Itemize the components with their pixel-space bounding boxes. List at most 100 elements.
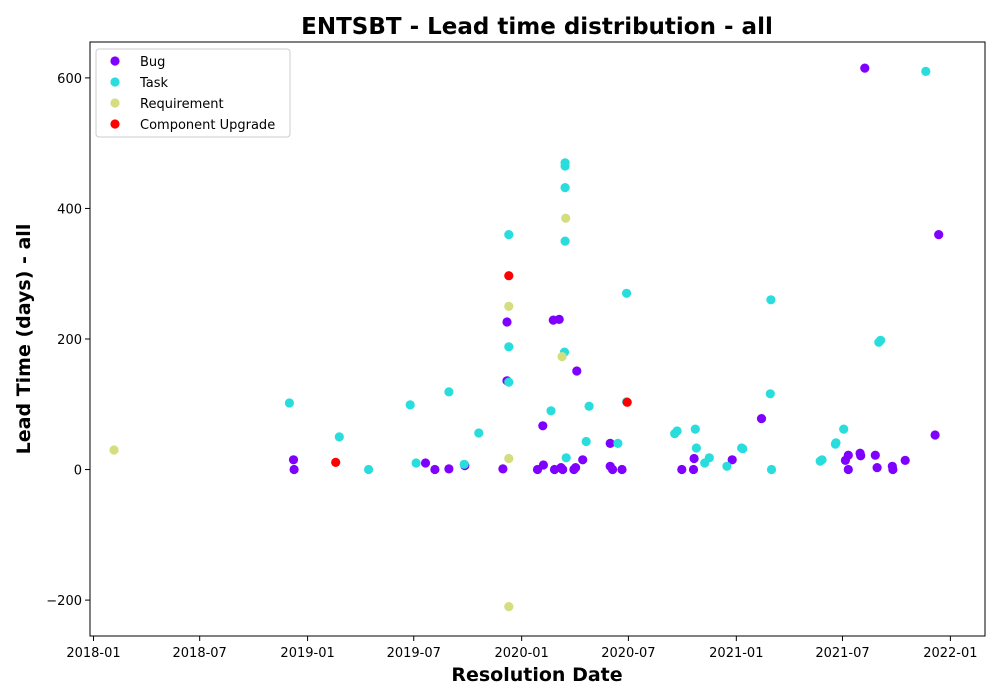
legend-label: Component Upgrade bbox=[140, 118, 275, 133]
point-bug-24 bbox=[617, 464, 627, 475]
point-bug-19 bbox=[572, 366, 582, 376]
x-tick-label: 2021-07 bbox=[815, 646, 869, 661]
point-task-9 bbox=[504, 342, 514, 352]
point-task-20 bbox=[613, 438, 623, 448]
y-tick-label: 0 bbox=[74, 464, 82, 479]
x-tick-label: 2021-01 bbox=[709, 646, 763, 661]
point-task-4 bbox=[411, 458, 421, 468]
point-task-41 bbox=[876, 335, 886, 345]
point-requirement-3 bbox=[504, 602, 514, 612]
point-task-29 bbox=[722, 461, 732, 471]
point-task-11 bbox=[546, 406, 556, 416]
point-bug-11 bbox=[538, 460, 549, 470]
point-task-21 bbox=[622, 288, 632, 298]
point-bug-32 bbox=[843, 464, 853, 475]
points-layer bbox=[109, 63, 944, 612]
point-task-31 bbox=[738, 444, 748, 454]
point-bug-25 bbox=[677, 464, 687, 475]
point-bug-31 bbox=[843, 450, 853, 460]
point-task-2 bbox=[364, 464, 374, 475]
point-task-15 bbox=[560, 236, 570, 246]
point-bug-23 bbox=[608, 464, 618, 475]
legend-marker bbox=[110, 77, 120, 87]
y-tick-label: 400 bbox=[57, 202, 82, 217]
point-bug-18 bbox=[571, 463, 581, 473]
y-axis-ticks: −200 0 200 400 600 bbox=[46, 72, 90, 609]
point-bug-1 bbox=[289, 464, 299, 475]
point-task-33 bbox=[766, 295, 776, 305]
point-bug-14 bbox=[554, 314, 564, 324]
point-component-upgrade-1 bbox=[504, 271, 514, 281]
point-task-26 bbox=[691, 443, 702, 453]
point-task-32 bbox=[765, 389, 775, 399]
point-bug-10 bbox=[538, 421, 548, 431]
point-requirement-1 bbox=[504, 301, 514, 311]
point-bug-8 bbox=[502, 317, 512, 327]
chart-title: ENTSBT - Lead time distribution - all bbox=[301, 14, 773, 40]
point-bug-35 bbox=[860, 63, 870, 73]
x-axis-ticks: 2018-01 2018-07 2019-01 2019-07 2020-01 2020-… bbox=[66, 636, 978, 661]
point-requirement-5 bbox=[561, 213, 571, 223]
point-bug-36 bbox=[870, 450, 880, 460]
point-task-28 bbox=[704, 453, 714, 463]
point-bug-6 bbox=[498, 464, 508, 474]
point-task-18 bbox=[581, 436, 591, 447]
point-bug-2 bbox=[420, 458, 431, 468]
x-tick-label: 2018-07 bbox=[173, 646, 227, 661]
point-bug-40 bbox=[900, 455, 910, 465]
point-component-upgrade-0 bbox=[331, 457, 341, 467]
point-task-3 bbox=[405, 400, 415, 410]
x-tick-label: 2019-01 bbox=[280, 646, 334, 661]
point-task-8 bbox=[504, 230, 514, 240]
point-bug-4 bbox=[444, 464, 454, 474]
point-task-10 bbox=[504, 377, 514, 387]
point-bug-0 bbox=[288, 455, 299, 465]
point-task-25 bbox=[690, 424, 700, 434]
point-task-39 bbox=[839, 424, 849, 434]
point-bug-39 bbox=[888, 464, 898, 475]
legend-marker bbox=[110, 119, 120, 129]
point-task-14 bbox=[560, 183, 570, 193]
legend-label: Bug bbox=[140, 55, 165, 70]
y-tick-label: 600 bbox=[57, 72, 82, 87]
point-task-38 bbox=[831, 438, 841, 448]
x-tick-label: 2020-01 bbox=[495, 646, 549, 661]
point-bug-37 bbox=[872, 463, 882, 473]
y-tick-label: 200 bbox=[57, 333, 82, 348]
point-component-upgrade-2 bbox=[622, 397, 632, 407]
point-task-7 bbox=[474, 428, 484, 438]
point-task-19 bbox=[584, 401, 594, 411]
x-axis-label: Resolution Date bbox=[451, 664, 622, 686]
point-bug-42 bbox=[934, 230, 944, 240]
point-requirement-4 bbox=[557, 352, 567, 362]
point-task-0 bbox=[284, 398, 294, 408]
y-tick-label: −200 bbox=[46, 594, 82, 609]
y-axis-label: Lead Time (days) - all bbox=[13, 224, 35, 455]
point-bug-41 bbox=[930, 430, 940, 440]
point-bug-16 bbox=[558, 464, 568, 475]
legend-label: Task bbox=[139, 76, 169, 91]
legend-marker bbox=[110, 98, 120, 108]
point-requirement-2 bbox=[504, 453, 514, 464]
point-task-1 bbox=[334, 432, 344, 442]
point-bug-20 bbox=[578, 455, 588, 465]
x-tick-label: 2018-01 bbox=[66, 646, 120, 661]
point-task-42 bbox=[921, 66, 931, 76]
legend: Bug Task Requirement Component Upgrade bbox=[95, 48, 291, 138]
point-bug-3 bbox=[430, 464, 440, 475]
point-bug-34 bbox=[856, 451, 866, 461]
x-tick-label: 2022-01 bbox=[923, 646, 977, 661]
point-task-24 bbox=[672, 426, 682, 436]
point-bug-21 bbox=[605, 438, 615, 448]
point-bug-26 bbox=[688, 464, 699, 475]
point-requirement-0 bbox=[109, 445, 119, 455]
point-task-5 bbox=[444, 387, 454, 397]
legend-label: Requirement bbox=[140, 97, 224, 112]
point-task-17 bbox=[561, 453, 571, 463]
point-bug-29 bbox=[756, 414, 767, 424]
legend-box bbox=[95, 48, 291, 138]
x-tick-label: 2020-07 bbox=[601, 646, 655, 661]
point-bug-27 bbox=[689, 453, 699, 464]
x-tick-label: 2019-07 bbox=[387, 646, 441, 661]
